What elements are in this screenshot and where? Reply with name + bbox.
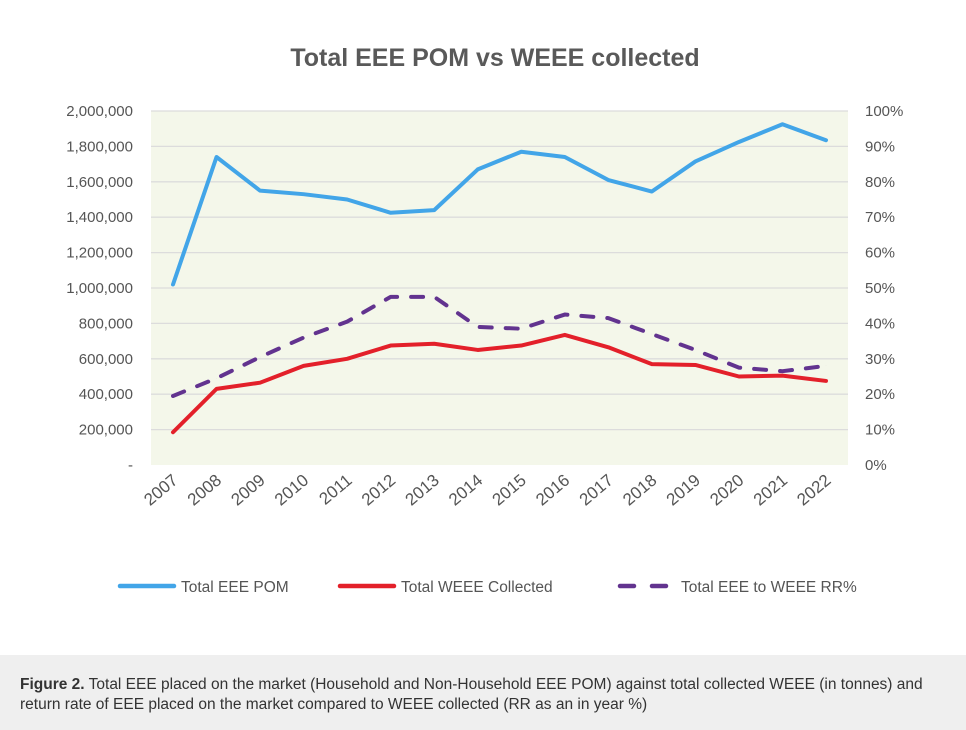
y-tick-label: 800,000: [79, 315, 133, 332]
series-line-1: [171, 122, 828, 287]
y-right-tick-label: 30%: [865, 351, 895, 368]
chart-title: Total EEE POM vs WEEE collected: [290, 44, 699, 72]
x-tick-label: 2021: [750, 471, 791, 510]
x-tick-label: 2017: [576, 471, 617, 510]
legend-label: Total WEEE Collected: [401, 579, 553, 596]
y-right-tick-label: 0%: [865, 457, 887, 474]
y-right-tick-label: 100%: [865, 103, 903, 120]
x-tick-label: 2018: [619, 471, 660, 510]
y-right-tick-label: 70%: [865, 209, 895, 226]
y-right-tick-label: 80%: [865, 174, 895, 191]
legend-label: Total EEE POM: [181, 579, 289, 596]
caption-label: Figure 2.: [20, 676, 85, 693]
y-tick-label: 1,800,000: [66, 138, 133, 155]
y-tick-label: 400,000: [79, 386, 133, 403]
x-tick-label: 2022: [793, 471, 834, 510]
x-tick-label: 2013: [402, 471, 443, 510]
y-tick-label: 600,000: [79, 351, 133, 368]
x-tick-label: 2011: [315, 471, 355, 509]
y-tick-label: 1,400,000: [66, 209, 133, 226]
x-tick-label: 2008: [184, 471, 225, 510]
y-right-tick-label: 50%: [865, 280, 895, 297]
y-tick-label: -: [128, 457, 133, 474]
y-tick-label: 1,000,000: [66, 280, 133, 297]
x-tick-label: 2009: [227, 471, 268, 510]
x-tick-label: 2014: [445, 471, 486, 510]
y-right-tick-label: 10%: [865, 422, 895, 439]
caption-text: Total EEE placed on the market (Househol…: [20, 676, 923, 713]
x-tick-label: 2010: [271, 471, 312, 510]
series-line-2: [171, 332, 828, 435]
x-tick-label: 2012: [358, 471, 399, 510]
series-line-3: [171, 294, 828, 398]
y-tick-label: 2,000,000: [66, 103, 133, 120]
y-right-tick-label: 90%: [865, 138, 895, 155]
x-tick-label: 2019: [663, 471, 704, 510]
y-tick-label: 1,600,000: [66, 174, 133, 191]
y-tick-label: 200,000: [79, 422, 133, 439]
x-tick-label: 2020: [706, 471, 747, 510]
x-tick-label: 2015: [489, 471, 530, 510]
y-tick-label: 1,200,000: [66, 245, 133, 262]
y-right-tick-label: 60%: [865, 245, 895, 262]
x-tick-label: 2007: [140, 471, 181, 510]
x-tick-label: 2016: [532, 471, 573, 510]
line-chart: Total EEE POM vs WEEE collected - 200,000…: [66, 44, 903, 596]
y-right-tick-label: 40%: [865, 315, 895, 332]
y-right-tick-label: 20%: [865, 386, 895, 403]
legend-label: Total EEE to WEEE RR%: [681, 579, 857, 596]
figure-caption: Figure 2. Total EEE placed on the market…: [0, 655, 966, 730]
